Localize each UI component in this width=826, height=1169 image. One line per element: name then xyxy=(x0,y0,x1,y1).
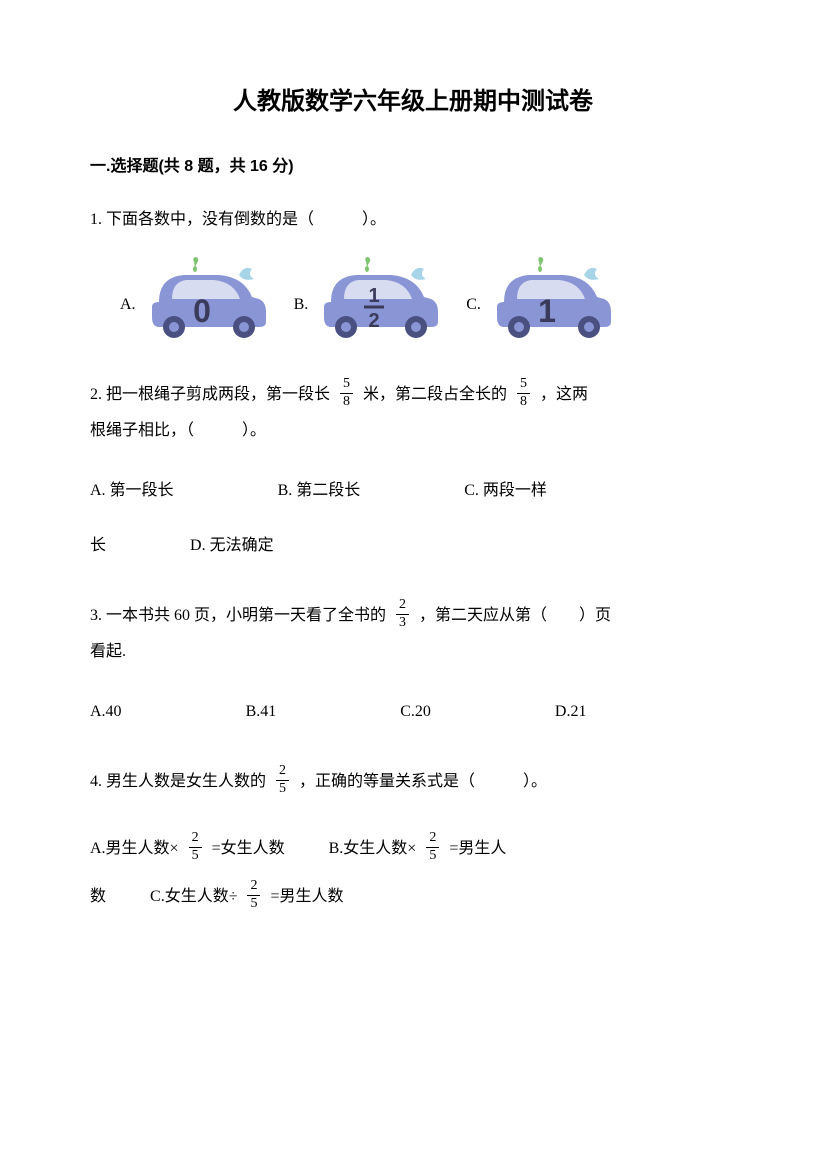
q1-option-c: C. 1 xyxy=(466,257,619,342)
fraction-5-8-b: 5 8 xyxy=(517,376,530,411)
q4-opt-a-p1: A.男生人数× xyxy=(90,840,179,857)
q3-opt-c: C.20 xyxy=(400,694,431,729)
frac-num: 2 xyxy=(396,597,409,615)
q3-text-line1: 3. 一本书共 60 页，小明第一天看了全书的 2 3 ，第二天应从第（ ）页 xyxy=(90,598,736,634)
q4-options-row2: 数 C.女生人数÷ 2 5 =男生人数 xyxy=(90,873,736,921)
car-icon-a: 0 xyxy=(144,257,274,342)
q4-text-p2: ，正确的等量关系式是（ ）。 xyxy=(299,773,547,790)
section-header: 一.选择题(共 8 题，共 16 分) xyxy=(90,153,736,182)
q2-opt-a: A. 第一段长 xyxy=(90,473,174,508)
q3-options: A.40 B.41 C.20 D.21 xyxy=(90,694,736,729)
q2-text-line2: 根绳子相比，（ ）。 xyxy=(90,413,736,448)
fraction-5-8-a: 5 8 xyxy=(340,376,353,411)
svg-text:2: 2 xyxy=(369,310,380,332)
frac-den: 3 xyxy=(396,615,409,632)
frac-den: 5 xyxy=(426,848,439,865)
q3-text-p1: 3. 一本书共 60 页，小明第一天看了全书的 xyxy=(90,607,386,624)
fraction-2-5-c: 2 5 xyxy=(247,878,260,913)
frac-den: 5 xyxy=(247,896,260,913)
question-2: 2. 把一根绳子剪成两段，第一段长 5 8 米，第二段占全长的 5 8 ，这两 … xyxy=(90,377,736,563)
fraction-2-3: 2 3 xyxy=(396,597,409,632)
q1-options: A. 0 B. xyxy=(120,257,736,342)
q4-text: 4. 男生人数是女生人数的 2 5 ，正确的等量关系式是（ ）。 xyxy=(90,764,736,800)
q2-text-line1: 2. 把一根绳子剪成两段，第一段长 5 8 米，第二段占全长的 5 8 ，这两 xyxy=(90,377,736,413)
option-label-b: B. xyxy=(294,287,309,322)
q1-option-a: A. 0 xyxy=(120,257,274,342)
q3-opt-d: D.21 xyxy=(555,703,587,720)
q3-text-line2: 看起. xyxy=(90,634,736,669)
q2-text-p3: ，这两 xyxy=(540,386,588,403)
q2-opt-c: C. 两段一样 xyxy=(464,482,547,499)
frac-num: 2 xyxy=(426,830,439,848)
car-icon-b: 1 2 xyxy=(316,257,446,342)
q4-options-row1: A.男生人数× 2 5 =女生人数 B.女生人数× 2 5 =男生人 xyxy=(90,825,736,873)
q3-text-p2: ，第二天应从第（ ）页 xyxy=(419,607,611,624)
svg-text:0: 0 xyxy=(193,293,211,329)
fraction-2-5: 2 5 xyxy=(276,763,289,798)
q2-opt-c2: 长 xyxy=(90,537,106,554)
q1-text: 1. 下面各数中，没有倒数的是（ ）。 xyxy=(90,202,736,237)
car-icon-c: 1 xyxy=(489,257,619,342)
frac-num: 2 xyxy=(276,763,289,781)
q4-options: A.男生人数× 2 5 =女生人数 B.女生人数× 2 5 =男生人 数 C.女… xyxy=(90,825,736,921)
q2-text-p1: 2. 把一根绳子剪成两段，第一段长 xyxy=(90,386,330,403)
q4-opt-b-p2: =男生人 xyxy=(449,840,506,857)
option-label-a: A. xyxy=(120,287,136,322)
q4-opt-b-line2: 数 xyxy=(90,888,106,905)
q2-options-row2: 长 D. 无法确定 xyxy=(90,528,736,563)
frac-den: 5 xyxy=(276,781,289,798)
svg-text:1: 1 xyxy=(369,285,380,307)
frac-num: 2 xyxy=(189,830,202,848)
q2-text-p2: 米，第二段占全长的 xyxy=(363,386,507,403)
option-label-c: C. xyxy=(466,287,481,322)
q2-opt-d: D. 无法确定 xyxy=(190,537,274,554)
question-3: 3. 一本书共 60 页，小明第一天看了全书的 2 3 ，第二天应从第（ ）页 … xyxy=(90,598,736,729)
q4-opt-c-p1: C.女生人数÷ xyxy=(150,888,237,905)
q2-opt-b: B. 第二段长 xyxy=(278,473,361,508)
q4-opt-c-p2: =男生人数 xyxy=(270,888,343,905)
q3-opt-a: A.40 xyxy=(90,694,122,729)
q3-opt-b: B.41 xyxy=(246,694,277,729)
frac-den: 8 xyxy=(517,394,530,411)
page-title: 人教版数学六年级上册期中测试卷 xyxy=(90,80,736,123)
fraction-2-5-b: 2 5 xyxy=(426,830,439,865)
q2-options-row1: A. 第一段长 B. 第二段长 C. 两段一样 xyxy=(90,473,736,508)
question-4: 4. 男生人数是女生人数的 2 5 ，正确的等量关系式是（ ）。 A.男生人数×… xyxy=(90,764,736,921)
q4-text-p1: 4. 男生人数是女生人数的 xyxy=(90,773,266,790)
q4-opt-b-p1: B.女生人数× xyxy=(329,840,417,857)
frac-num: 5 xyxy=(517,376,530,394)
frac-num: 2 xyxy=(247,878,260,896)
frac-den: 8 xyxy=(340,394,353,411)
frac-den: 5 xyxy=(189,848,202,865)
fraction-2-5-a: 2 5 xyxy=(189,830,202,865)
q1-option-b: B. 1 2 xyxy=(294,257,447,342)
frac-num: 5 xyxy=(340,376,353,394)
question-1: 1. 下面各数中，没有倒数的是（ ）。 A. 0 B. xyxy=(90,202,736,342)
svg-text:1: 1 xyxy=(538,293,556,329)
q4-opt-a-p2: =女生人数 xyxy=(212,840,285,857)
